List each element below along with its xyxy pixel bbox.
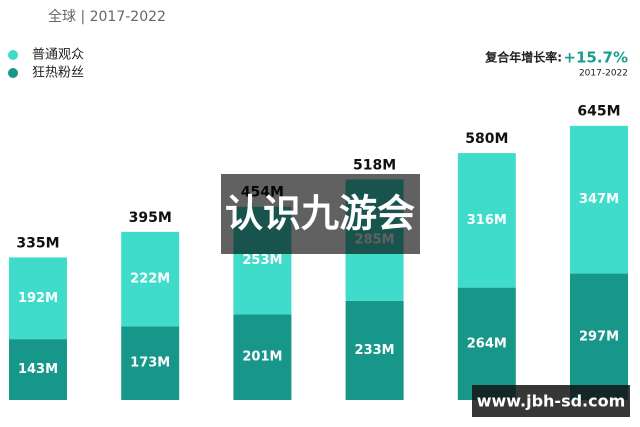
total-label: 335M bbox=[16, 235, 59, 251]
value-label: 347M bbox=[579, 192, 619, 207]
value-label: 173M bbox=[130, 356, 170, 371]
cagr-label: 复合年增长率: bbox=[484, 50, 562, 65]
value-label: 316M bbox=[467, 213, 507, 228]
bar-segment bbox=[457, 153, 516, 288]
bar-segment bbox=[457, 287, 516, 400]
value-label: 253M bbox=[242, 253, 282, 268]
bar-segment bbox=[121, 326, 180, 400]
value-label: 297M bbox=[579, 329, 619, 344]
subtitle: 全球 | 2017-2022 bbox=[48, 8, 166, 25]
bar-segment bbox=[570, 273, 628, 400]
cagr-period: 2017-2022 bbox=[579, 69, 628, 79]
watermark: 认识九游会 bbox=[225, 192, 415, 236]
site-box bbox=[472, 385, 630, 417]
bar-segment bbox=[9, 257, 67, 340]
bar-segment bbox=[121, 231, 180, 327]
value-label: 201M bbox=[242, 350, 282, 365]
total-label: 645M bbox=[577, 103, 620, 119]
value-label: 192M bbox=[18, 291, 58, 306]
bar-segment bbox=[233, 314, 292, 400]
bar-segment bbox=[9, 339, 67, 400]
value-label: 143M bbox=[18, 362, 58, 377]
legend-label: 普通观众 bbox=[32, 48, 84, 63]
site-label: www.jbh-sd.com bbox=[477, 392, 626, 411]
total-label: 580M bbox=[465, 131, 508, 147]
value-label: 233M bbox=[355, 343, 395, 358]
total-label: 518M bbox=[353, 157, 396, 173]
watermark-box bbox=[221, 174, 420, 254]
legend-swatch bbox=[8, 68, 18, 78]
legend-swatch bbox=[8, 50, 18, 60]
total-label: 395M bbox=[129, 210, 172, 226]
cagr-value: +15.7% bbox=[563, 49, 628, 67]
bar-segment bbox=[345, 300, 404, 400]
bar-segment bbox=[570, 125, 628, 274]
value-label: 222M bbox=[130, 272, 170, 287]
legend-label: 狂热粉丝 bbox=[32, 66, 84, 81]
value-label: 264M bbox=[467, 336, 507, 351]
